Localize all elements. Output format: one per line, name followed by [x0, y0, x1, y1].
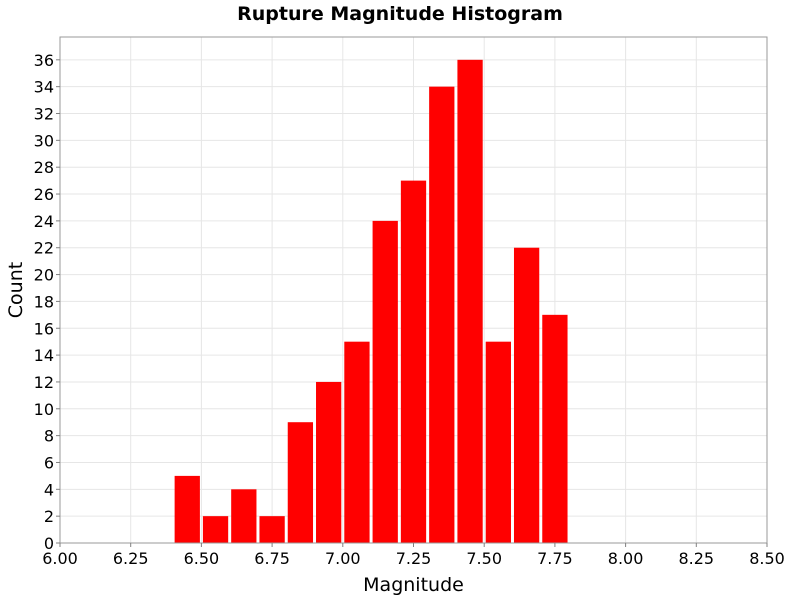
y-tick-label: 30	[34, 131, 54, 150]
x-tick-label: 8.00	[608, 549, 644, 568]
histogram-bar	[400, 180, 427, 543]
histogram-bar	[202, 516, 229, 543]
x-tick-label: 6.00	[42, 549, 78, 568]
x-tick-label: 7.00	[325, 549, 361, 568]
y-tick-label: 22	[34, 239, 54, 258]
y-tick-label: 8	[44, 427, 54, 446]
x-axis-title: Magnitude	[363, 574, 464, 596]
y-tick-label: 4	[44, 480, 54, 499]
y-tick-label: 0	[44, 534, 54, 553]
x-tick-label: 6.50	[184, 549, 220, 568]
y-tick-label: 12	[34, 373, 54, 392]
bars	[174, 59, 568, 544]
histogram-bar	[429, 86, 455, 544]
histogram-bar	[344, 341, 370, 543]
histogram-bar	[485, 341, 511, 543]
x-tick-label: 8.50	[749, 549, 785, 568]
y-tick-label: 24	[34, 212, 54, 231]
histogram-bar	[542, 314, 568, 543]
y-tick-label: 6	[44, 453, 54, 472]
histogram-bar	[231, 489, 257, 543]
y-tick-label: 18	[34, 292, 54, 311]
y-tick-label: 28	[34, 158, 54, 177]
histogram-bar	[457, 59, 483, 543]
y-tick-label: 26	[34, 185, 54, 204]
x-tick-label: 7.25	[396, 549, 432, 568]
histogram-bar	[259, 516, 285, 543]
chart-title: Rupture Magnitude Histogram	[237, 3, 563, 25]
histogram-bar	[372, 220, 398, 543]
histogram-bar	[287, 422, 314, 543]
x-tick-label: 8.25	[678, 549, 714, 568]
x-tick-label: 6.75	[254, 549, 290, 568]
x-tick-label: 6.25	[113, 549, 149, 568]
y-tick-label: 10	[34, 400, 54, 419]
histogram-bar	[316, 381, 342, 543]
y-tick-label: 34	[34, 78, 54, 97]
y-tick-label: 32	[34, 105, 54, 124]
y-axis-title: Count	[5, 262, 27, 318]
x-axis-ticks: 6.00 6.25 6.50 6.75 7.00 7.25 7.50 7.75 8.00 8.25…	[42, 543, 785, 568]
y-tick-label: 2	[44, 507, 54, 526]
y-tick-label: 16	[34, 319, 54, 338]
x-tick-label: 7.75	[537, 549, 573, 568]
y-tick-label: 36	[34, 51, 54, 70]
histogram-bar	[174, 475, 200, 543]
histogram-bar	[513, 247, 540, 543]
y-tick-label: 14	[34, 346, 54, 365]
y-tick-label: 20	[34, 266, 54, 285]
x-tick-label: 7.50	[466, 549, 502, 568]
